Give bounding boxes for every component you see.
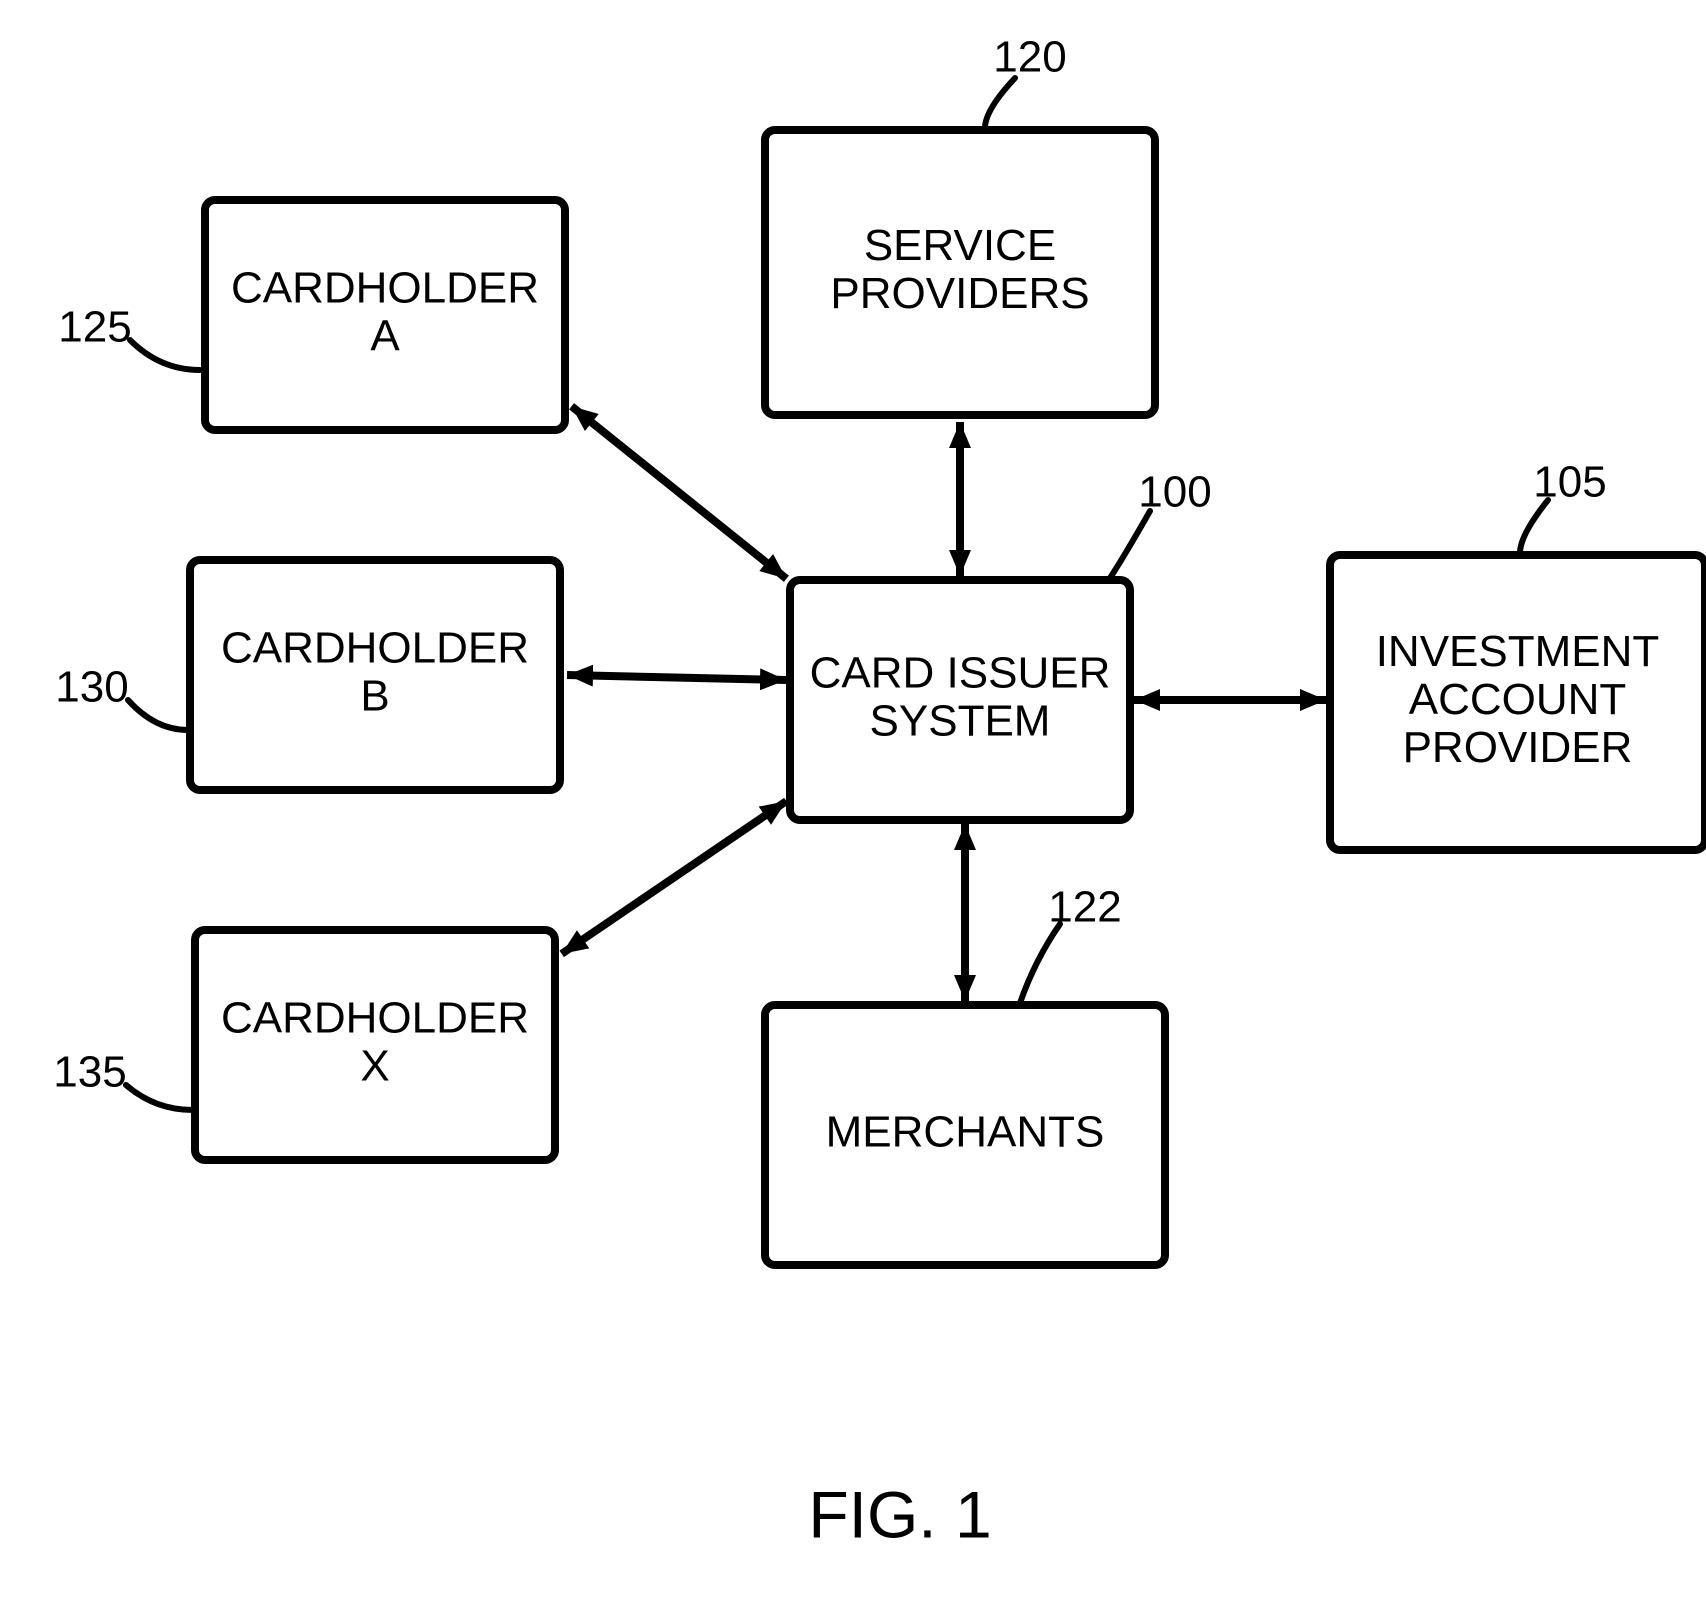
cardholder_a-label: A (370, 312, 400, 361)
cardholder_x-label: CARDHOLDER (221, 994, 529, 1043)
connector-arrow (572, 406, 787, 578)
service_providers-label: PROVIDERS (830, 269, 1089, 318)
cardholder_a-label: CARDHOLDER (231, 264, 539, 313)
service_providers-ref-leader (985, 78, 1015, 128)
cardholder_b-label: B (360, 672, 389, 721)
investment-ref-leader (1520, 500, 1548, 553)
service_providers-label: SERVICE (864, 221, 1056, 270)
investment-label: INVESTMENT (1376, 627, 1660, 676)
cardholder_b-ref-leader (128, 700, 188, 730)
cardholder_b-ref-number: 130 (55, 663, 128, 712)
investment-label: ACCOUNT (1409, 675, 1627, 724)
connector-arrow (567, 675, 786, 680)
investment-ref-number: 105 (1533, 458, 1606, 507)
cardholder_b-label: CARDHOLDER (221, 624, 529, 673)
card_issuer-label: CARD ISSUER (810, 649, 1111, 698)
cardholder_a-ref-leader (130, 340, 200, 370)
figure-label: FIG. 1 (808, 1477, 991, 1551)
merchants-label: MERCHANTS (826, 1108, 1105, 1157)
merchants-ref-leader (1020, 924, 1060, 1003)
investment-label: PROVIDER (1403, 723, 1633, 772)
card_issuer-ref-leader (1110, 511, 1150, 578)
service_providers-ref-number: 120 (993, 33, 1066, 82)
cardholder_x-ref-leader (126, 1085, 193, 1110)
cardholder_a-ref-number: 125 (58, 303, 131, 352)
diagram-canvas: CARDHOLDERA125CARDHOLDERB130CARDHOLDERX1… (0, 0, 1706, 1601)
cardholder_x-label: X (360, 1042, 389, 1091)
card_issuer-label: SYSTEM (870, 697, 1051, 746)
connector-arrow (562, 801, 787, 954)
cardholder_x-ref-number: 135 (53, 1048, 126, 1097)
